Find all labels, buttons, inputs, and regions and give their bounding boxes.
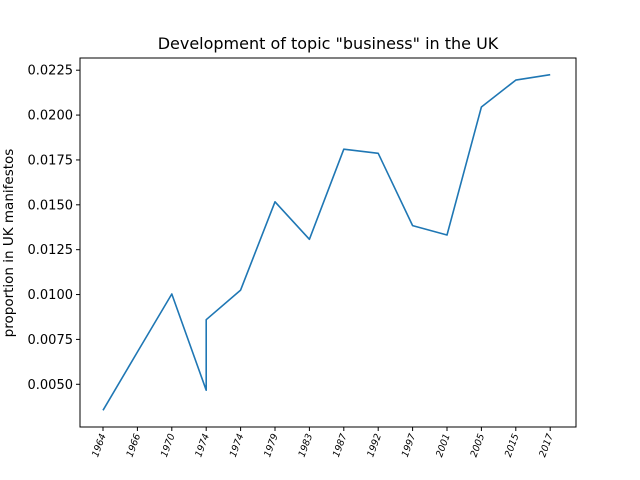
- x-tick-label: 1979: [262, 432, 281, 458]
- x-tick-label: 1974: [193, 432, 212, 458]
- x-tick-label: 1966: [125, 432, 144, 458]
- x-tick-label: 1992: [365, 432, 384, 458]
- x-tick-label: 1974: [228, 432, 247, 458]
- plot-area-frame: [79, 57, 577, 428]
- y-tick-label: 0.0100: [28, 288, 74, 303]
- y-tick-label: 0.0225: [28, 64, 74, 79]
- chart-title: Development of topic "business" in the U…: [158, 34, 499, 53]
- x-tick-label: 2005: [469, 432, 488, 458]
- x-tick-label: 1983: [297, 432, 316, 458]
- y-tick-label: 0.0150: [28, 198, 74, 213]
- x-tick-label: 1997: [400, 432, 419, 458]
- y-axis: 0.0050 0.0075 0.0100 0.0125 0.0150 0.0175 0.02…: [28, 64, 80, 393]
- y-tick-label: 0.0175: [28, 153, 74, 168]
- y-tick-label: 0.0075: [28, 333, 74, 348]
- x-tick-label: 2015: [503, 432, 522, 458]
- x-tick-label: 1970: [159, 432, 178, 458]
- y-axis-label: proportion in UK manifestos: [1, 149, 17, 338]
- series-line: [102, 73, 551, 411]
- y-tick-label: 0.0200: [28, 109, 74, 124]
- y-tick-label: 0.0125: [28, 243, 74, 258]
- x-axis: 1964 1966 1970 1974 1974 1979 1983 1987 1992 1997…: [90, 427, 556, 459]
- x-tick-label: 1964: [90, 432, 109, 458]
- y-tick-label: 0.0050: [28, 378, 74, 393]
- x-tick-label: 1987: [331, 432, 350, 458]
- x-tick-label: 2001: [434, 432, 453, 458]
- x-tick-label: 2017: [537, 432, 556, 458]
